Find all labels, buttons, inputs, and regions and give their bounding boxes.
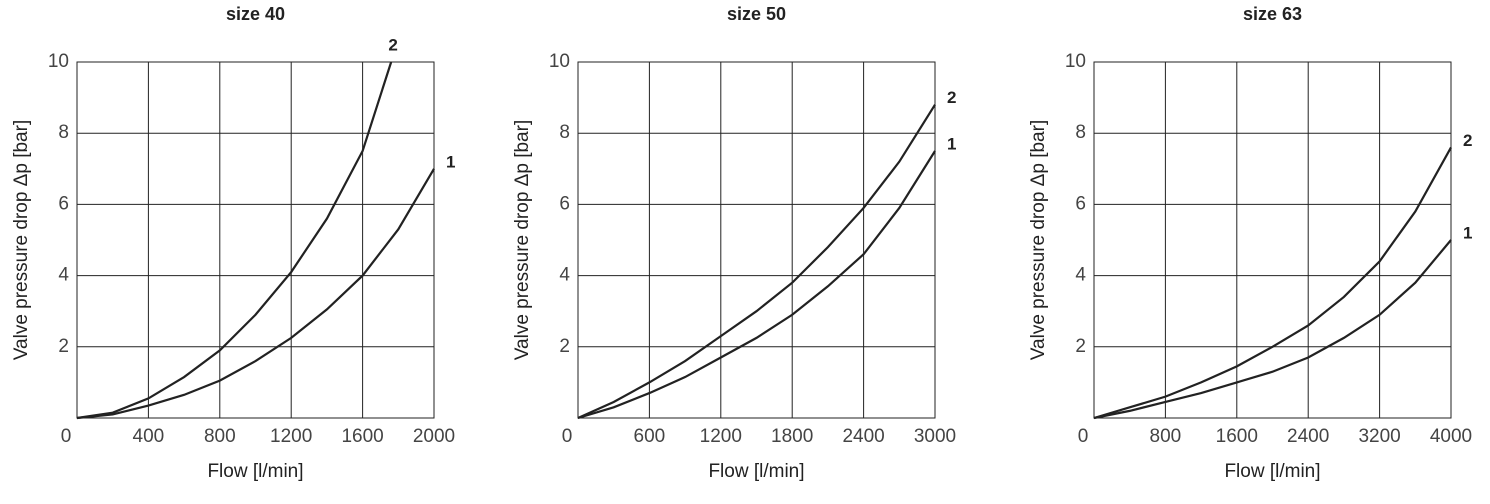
curve bbox=[1093, 239, 1452, 420]
x-axis-label: Flow [l/min] bbox=[207, 461, 303, 482]
x-tick-label: 1600 bbox=[341, 426, 383, 447]
x-tick-label: 1600 bbox=[1216, 426, 1258, 447]
plot-frame bbox=[1093, 61, 1452, 419]
series-label: 2 bbox=[1463, 131, 1472, 150]
x-tick-label: 2400 bbox=[842, 426, 884, 447]
x-tick-label: 0 bbox=[1078, 426, 1089, 447]
series-label: 1 bbox=[446, 152, 455, 171]
plot-frame bbox=[577, 61, 936, 419]
y-tick-label: 8 bbox=[559, 122, 570, 143]
y-axis-label: Valve pressure drop Δp [bar] bbox=[1028, 120, 1049, 360]
curve bbox=[577, 150, 936, 420]
y-tick-label: 6 bbox=[58, 193, 69, 214]
y-tick-label: 10 bbox=[48, 51, 69, 72]
x-tick-label: 600 bbox=[634, 426, 666, 447]
curve bbox=[76, 168, 435, 420]
series-label: 2 bbox=[388, 35, 397, 54]
y-tick-label: 4 bbox=[559, 265, 570, 286]
plot-frame bbox=[76, 61, 435, 419]
x-tick-label: 2000 bbox=[413, 426, 455, 447]
series-label: 1 bbox=[947, 134, 956, 153]
curve bbox=[577, 104, 936, 420]
x-tick-label: 0 bbox=[61, 426, 72, 447]
chart-title: size 40 bbox=[226, 4, 285, 24]
x-tick-label: 800 bbox=[204, 426, 236, 447]
curve bbox=[1093, 146, 1452, 420]
y-tick-label: 6 bbox=[559, 193, 570, 214]
x-tick-label: 2400 bbox=[1287, 426, 1329, 447]
y-tick-label: 8 bbox=[1075, 122, 1086, 143]
y-tick-label: 8 bbox=[58, 122, 69, 143]
y-axis-label: Valve pressure drop Δp [bar] bbox=[11, 120, 32, 360]
y-tick-label: 10 bbox=[549, 51, 570, 72]
series-label: 2 bbox=[947, 88, 956, 107]
x-tick-label: 3200 bbox=[1358, 426, 1400, 447]
y-tick-label: 10 bbox=[1065, 51, 1086, 72]
x-tick-label: 1200 bbox=[270, 426, 312, 447]
x-tick-label: 1800 bbox=[771, 426, 813, 447]
x-tick-label: 3000 bbox=[914, 426, 956, 447]
chart-title: size 50 bbox=[727, 4, 786, 24]
x-axis-label: Flow [l/min] bbox=[708, 461, 804, 482]
y-tick-label: 6 bbox=[1075, 193, 1086, 214]
x-tick-label: 0 bbox=[562, 426, 573, 447]
x-tick-label: 1200 bbox=[700, 426, 742, 447]
series-label: 1 bbox=[1463, 223, 1472, 242]
y-axis-label: Valve pressure drop Δp [bar] bbox=[512, 120, 533, 360]
y-tick-label: 2 bbox=[1075, 336, 1086, 357]
y-tick-label: 4 bbox=[58, 265, 69, 286]
y-tick-label: 2 bbox=[58, 336, 69, 357]
curve bbox=[76, 61, 393, 420]
y-tick-label: 4 bbox=[1075, 265, 1086, 286]
chart-title: size 63 bbox=[1243, 4, 1302, 24]
x-tick-label: 800 bbox=[1150, 426, 1182, 447]
x-axis-label: Flow [l/min] bbox=[1224, 461, 1320, 482]
y-tick-label: 2 bbox=[559, 336, 570, 357]
x-tick-label: 4000 bbox=[1430, 426, 1472, 447]
x-tick-label: 400 bbox=[133, 426, 165, 447]
